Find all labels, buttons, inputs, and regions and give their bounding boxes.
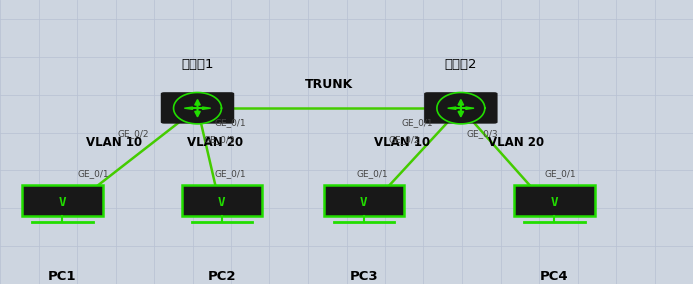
FancyArrow shape — [458, 108, 464, 117]
Text: GE_0/1: GE_0/1 — [402, 118, 434, 127]
Text: VLAN 20: VLAN 20 — [187, 135, 243, 149]
Text: VLAN 10: VLAN 10 — [87, 135, 142, 149]
Text: V: V — [360, 196, 367, 208]
Text: 交换朱2: 交换朱2 — [445, 58, 477, 71]
FancyBboxPatch shape — [161, 92, 234, 124]
Text: PC2: PC2 — [207, 270, 236, 283]
FancyBboxPatch shape — [514, 185, 595, 216]
FancyArrow shape — [461, 107, 474, 109]
Text: VLAN 20: VLAN 20 — [489, 135, 544, 149]
Text: PC4: PC4 — [540, 270, 569, 283]
FancyBboxPatch shape — [324, 185, 404, 216]
Text: VLAN 10: VLAN 10 — [374, 135, 430, 149]
FancyArrow shape — [448, 107, 461, 109]
Text: GE_0/3: GE_0/3 — [466, 129, 498, 138]
Text: PC3: PC3 — [349, 270, 378, 283]
Text: V: V — [551, 196, 558, 208]
Text: GE_0/1: GE_0/1 — [357, 169, 389, 178]
FancyBboxPatch shape — [22, 185, 103, 216]
Text: V: V — [218, 196, 225, 208]
FancyArrow shape — [195, 108, 200, 117]
Text: GE_0/1: GE_0/1 — [78, 169, 109, 178]
Text: GE_0/1: GE_0/1 — [544, 169, 576, 178]
Text: TRUNK: TRUNK — [305, 78, 353, 91]
FancyArrow shape — [198, 107, 211, 109]
FancyBboxPatch shape — [424, 92, 498, 124]
Text: GE_0/2: GE_0/2 — [388, 135, 419, 144]
FancyArrow shape — [458, 100, 464, 108]
FancyArrow shape — [195, 100, 200, 108]
FancyBboxPatch shape — [182, 185, 262, 216]
Text: GE_0/1: GE_0/1 — [215, 169, 247, 178]
Text: V: V — [59, 196, 66, 208]
Text: GE_0/1: GE_0/1 — [215, 118, 247, 127]
Text: GE_0/3: GE_0/3 — [203, 135, 235, 144]
Text: PC1: PC1 — [48, 270, 77, 283]
Text: 交换朱1: 交换朱1 — [182, 58, 213, 71]
Text: GE_0/2: GE_0/2 — [118, 129, 149, 138]
FancyArrow shape — [184, 107, 198, 109]
